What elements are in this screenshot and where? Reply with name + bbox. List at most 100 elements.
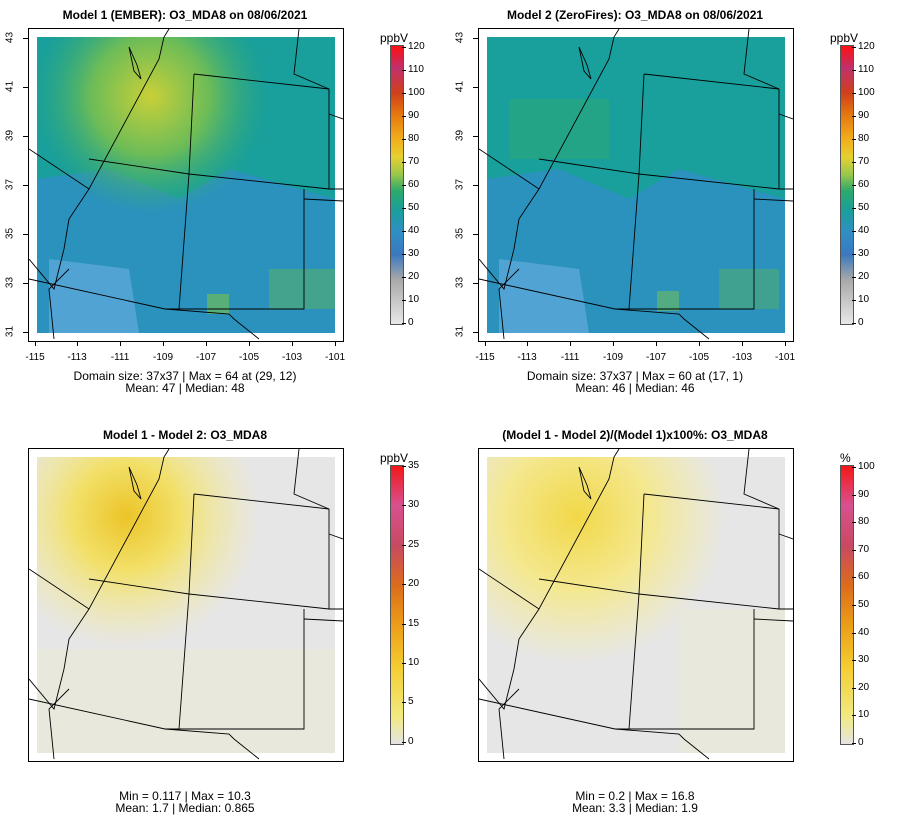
panel-model2: Model 2 (ZeroFires): O3_MDA8 on 08/06/20… xyxy=(450,0,900,420)
y-tick: 35 xyxy=(454,227,466,240)
y-tick: 39 xyxy=(4,129,16,142)
colorbar-tick-label: 80 xyxy=(858,516,870,528)
colorbar-tick-mark xyxy=(402,116,406,117)
stats-line1: Domain size: 37x37 | Max = 60 at (17, 1) xyxy=(526,369,744,383)
colorbar-tick-mark xyxy=(852,300,856,301)
colorbar-tick-label: 15 xyxy=(408,617,420,629)
state-boundaries xyxy=(29,449,343,760)
colorbar-tick-label: 20 xyxy=(858,681,870,693)
colorbar-tick-mark xyxy=(402,231,406,232)
colorbar-tick-mark xyxy=(852,743,856,744)
colorbar-tick-mark xyxy=(402,162,406,163)
y-tick: 39 xyxy=(454,129,466,142)
y-tick: 31 xyxy=(4,325,16,338)
colorbar-tick-mark xyxy=(402,139,406,140)
colorbar-tick-label: 0 xyxy=(408,317,414,328)
x-tick: -105 xyxy=(688,352,709,363)
colorbar-tick-mark xyxy=(852,231,856,232)
colorbar-tick-label: 50 xyxy=(858,599,870,610)
colorbar-tick-label: 10 xyxy=(408,294,420,305)
colorbar-tick-mark xyxy=(852,93,856,94)
o3-map xyxy=(479,29,793,340)
colorbar-tick-mark xyxy=(852,632,856,634)
x-tick: -103 xyxy=(731,352,752,363)
percent-difference-map xyxy=(479,449,793,760)
colorbar-tick-label: 20 xyxy=(858,271,870,282)
colorbar-tick-mark xyxy=(852,277,856,278)
colorbar-tick-mark xyxy=(852,687,856,689)
y-tick: 37 xyxy=(454,178,466,191)
x-tick: -113 xyxy=(517,352,537,363)
colorbar-tick-label: 90 xyxy=(858,488,870,500)
colorbar-tick-label: 100 xyxy=(858,461,875,472)
colorbar-tick-mark xyxy=(402,741,406,743)
colorbar-tick-label: 100 xyxy=(408,87,425,98)
x-tick: -109 xyxy=(602,352,623,363)
colorbar-tick-mark xyxy=(402,93,406,94)
colorbar-tick-label: 120 xyxy=(858,41,875,52)
x-tick: -115 xyxy=(475,352,495,363)
colorbar-tick-mark xyxy=(852,715,856,717)
colorbar-tick-mark xyxy=(402,702,406,704)
panel-percent-difference: (Model 1 - Model 2)/(Model 1)x100%: O3_M… xyxy=(450,420,900,840)
colorbar-tick-label: 30 xyxy=(408,499,420,511)
map-plot[interactable] xyxy=(478,448,794,762)
colorbar-tick-label: 35 xyxy=(408,460,420,471)
x-tick: -111 xyxy=(110,352,130,363)
colorbar-tick-mark xyxy=(852,522,856,524)
colorbar-tick-label: 90 xyxy=(858,110,870,121)
colorbar-tick-mark xyxy=(402,47,406,48)
colorbar-tick-label: 0 xyxy=(858,317,864,328)
x-tick: -105 xyxy=(238,352,259,363)
stats-line1: Min = 0.117 | Max = 10.3 xyxy=(119,789,251,803)
colorbar-tick-mark xyxy=(402,663,406,664)
colorbar-tick-mark xyxy=(402,544,406,546)
colorbar-tick-label: 20 xyxy=(408,271,420,282)
colorbar-unit: % xyxy=(840,451,851,465)
colorbar-tick-label: 0 xyxy=(408,735,414,747)
colorbar-tick-label: 60 xyxy=(858,179,870,190)
colorbar-unit: ppbV xyxy=(830,31,859,45)
map-plot[interactable] xyxy=(28,28,344,342)
x-tick: -111 xyxy=(560,352,580,363)
panel-title: Model 2 (ZeroFires): O3_MDA8 on 08/06/20… xyxy=(506,8,764,22)
colorbar-tick-label: 0 xyxy=(858,737,864,748)
colorbar-tick-mark xyxy=(852,116,856,117)
colorbar-tick-mark xyxy=(852,185,856,186)
y-tick: 33 xyxy=(454,276,466,289)
colorbar-tick-label: 10 xyxy=(858,709,870,721)
panel-title: (Model 1 - Model 2)/(Model 1)x100%: O3_M… xyxy=(502,428,768,442)
colorbar-tick-label: 70 xyxy=(858,156,870,167)
colorbar-tick-mark xyxy=(852,323,856,324)
x-tick: -113 xyxy=(67,352,87,363)
y-tick: 33 xyxy=(4,276,16,289)
colorbar-tick-mark xyxy=(852,577,856,579)
stats-line1: Min = 0.2 | Max = 16.8 xyxy=(575,789,695,803)
stats-line2: Mean: 46 | Median: 46 xyxy=(575,381,695,395)
colorbar-tick-label: 20 xyxy=(408,578,420,590)
colorbar xyxy=(390,465,404,745)
colorbar-tick-mark xyxy=(402,208,406,209)
state-boundaries xyxy=(29,29,343,340)
colorbar-tick-mark xyxy=(852,70,856,71)
y-tick: 41 xyxy=(454,80,466,93)
colorbar-tick-mark xyxy=(852,47,856,48)
colorbar-tick-label: 110 xyxy=(858,64,874,75)
map-plot[interactable] xyxy=(28,448,344,762)
colorbar-tick-label: 90 xyxy=(408,110,420,121)
colorbar-tick-label: 80 xyxy=(858,133,870,144)
difference-map xyxy=(29,449,343,760)
colorbar-tick-mark xyxy=(852,549,856,551)
colorbar-tick-mark xyxy=(402,277,406,278)
state-boundaries xyxy=(479,29,793,340)
colorbar-tick-mark xyxy=(852,494,856,496)
colorbar-tick-label: 5 xyxy=(408,696,414,708)
x-tick: -103 xyxy=(281,352,302,363)
colorbar-tick-mark xyxy=(402,300,406,301)
colorbar-tick-mark xyxy=(402,185,406,186)
panel-title: Model 1 - Model 2: O3_MDA8 xyxy=(102,428,268,442)
map-plot[interactable] xyxy=(478,28,794,342)
panel-title: Model 1 (EMBER): O3_MDA8 on 08/06/2021 xyxy=(62,8,308,22)
colorbar-tick-mark xyxy=(402,323,406,324)
stats-line2: Mean: 47 | Median: 48 xyxy=(125,381,245,395)
